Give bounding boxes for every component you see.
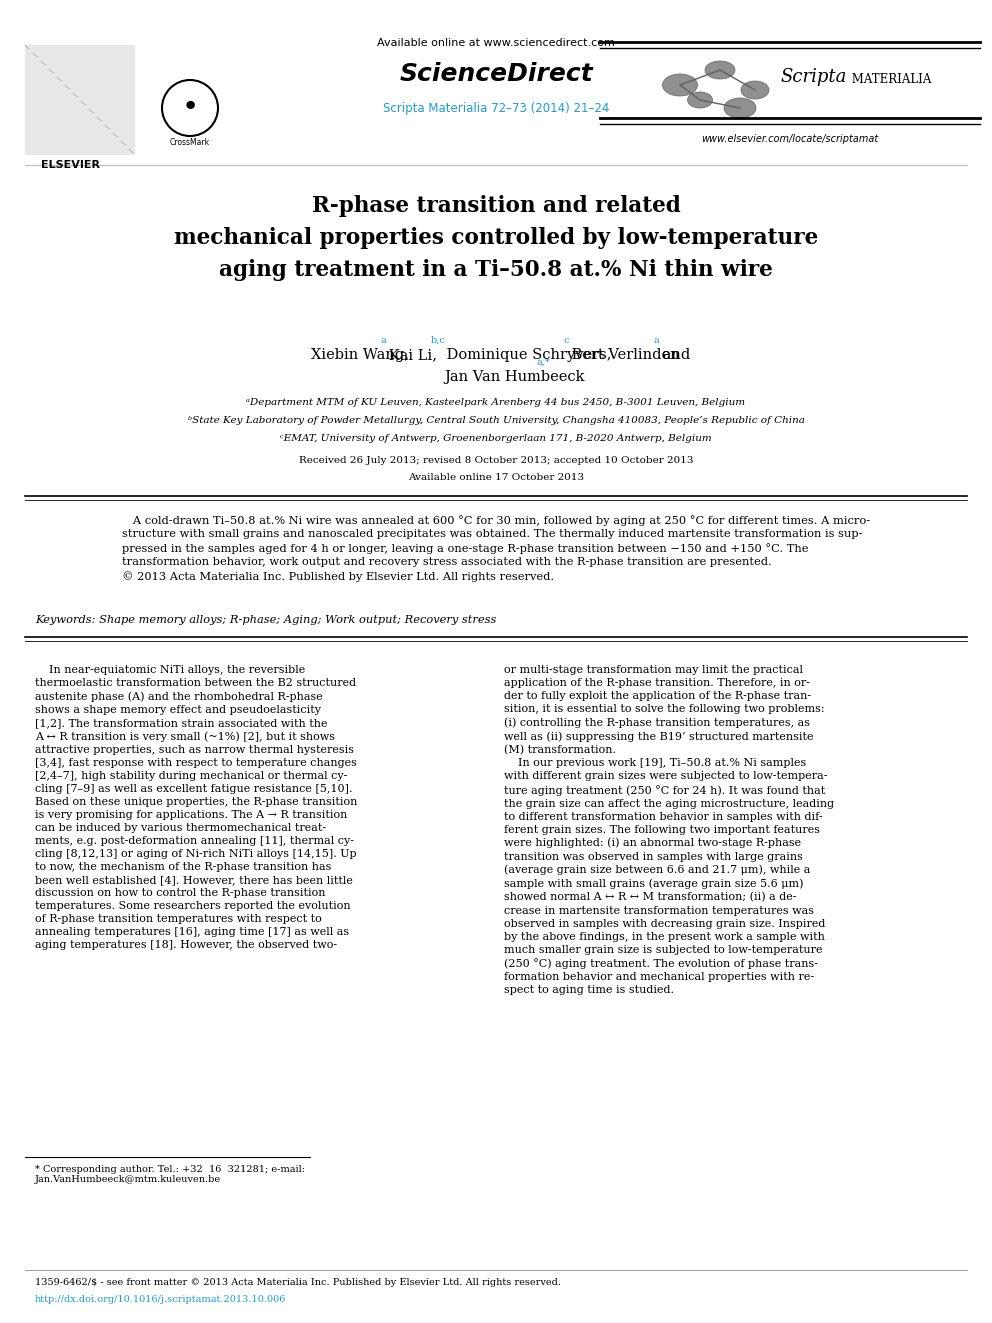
Text: Received 26 July 2013; revised 8 October 2013; accepted 10 October 2013: Received 26 July 2013; revised 8 October… — [299, 456, 693, 464]
Text: c: c — [563, 336, 568, 345]
Text: a: a — [381, 336, 386, 345]
Text: or multi-stage transformation may limit the practical
application of the R-phase: or multi-stage transformation may limit … — [504, 665, 834, 995]
Text: A cold-drawn Ti–50.8 at.% Ni wire was annealed at 600 °C for 30 min, followed by: A cold-drawn Ti–50.8 at.% Ni wire was an… — [122, 515, 870, 582]
Text: Xiebin Wang,: Xiebin Wang, — [311, 348, 409, 363]
Ellipse shape — [705, 61, 735, 79]
Bar — [25, 45, 135, 155]
Text: ᶜEMAT, University of Antwerp, Groenenborgerlaan 171, B-2020 Antwerp, Belgium: ᶜEMAT, University of Antwerp, Groenenbor… — [280, 434, 712, 443]
Ellipse shape — [724, 98, 756, 118]
Text: 1359-6462/$ - see front matter © 2013 Acta Materialia Inc. Published by Elsevier: 1359-6462/$ - see front matter © 2013 Ac… — [35, 1278, 561, 1287]
Text: Kai Li,: Kai Li, — [384, 348, 437, 363]
Text: Jan Van Humbeeck: Jan Van Humbeeck — [444, 370, 584, 384]
Text: b,c: b,c — [431, 336, 445, 345]
Text: a: a — [654, 336, 660, 345]
Text: ᵃDepartment MTM of KU Leuven, Kasteelpark Arenberg 44 bus 2450, B-3001 Leuven, B: ᵃDepartment MTM of KU Leuven, Kasteelpar… — [246, 398, 746, 407]
Text: CrossMark: CrossMark — [170, 138, 210, 147]
Text: Available online at www.sciencedirect.com: Available online at www.sciencedirect.co… — [377, 38, 615, 48]
Text: ᵇState Key Laboratory of Powder Metallurgy, Central South University, Changsha 4: ᵇState Key Laboratory of Powder Metallur… — [187, 415, 805, 425]
Ellipse shape — [741, 81, 769, 99]
Ellipse shape — [663, 74, 697, 97]
Text: ScienceDirect: ScienceDirect — [399, 62, 593, 86]
Text: Keywords: Shape memory alloys; R-phase; Aging; Work output; Recovery stress: Keywords: Shape memory alloys; R-phase; … — [35, 615, 496, 624]
Ellipse shape — [687, 93, 712, 108]
Text: MATERIALIA: MATERIALIA — [848, 73, 931, 86]
Text: In near-equiatomic NiTi alloys, the reversible
thermoelastic transformation betw: In near-equiatomic NiTi alloys, the reve… — [35, 665, 357, 950]
Text: Scripta: Scripta — [780, 67, 846, 86]
Text: ELSEVIER: ELSEVIER — [41, 160, 99, 169]
Text: www.elsevier.com/locate/scriptamat: www.elsevier.com/locate/scriptamat — [701, 134, 879, 144]
Text: Dominique Schryvers,: Dominique Schryvers, — [442, 348, 612, 363]
Text: http://dx.doi.org/10.1016/j.scriptamat.2013.10.006: http://dx.doi.org/10.1016/j.scriptamat.2… — [35, 1295, 287, 1304]
Text: Scripta Materialia 72–73 (2014) 21–24: Scripta Materialia 72–73 (2014) 21–24 — [383, 102, 609, 115]
Text: Bert Verlinden: Bert Verlinden — [567, 348, 680, 363]
Text: a,*: a,* — [537, 359, 551, 366]
Text: ⬤: ⬤ — [186, 101, 194, 108]
Text: Available online 17 October 2013: Available online 17 October 2013 — [408, 474, 584, 482]
Text: * Corresponding author. Tel.: +32  16  321281; e-mail:
Jan.VanHumbeeck@mtm.kuleu: * Corresponding author. Tel.: +32 16 321… — [35, 1166, 305, 1184]
Text: R-phase transition and related
mechanical properties controlled by low-temperatu: R-phase transition and related mechanica… — [174, 194, 818, 282]
Text: and: and — [658, 348, 690, 363]
